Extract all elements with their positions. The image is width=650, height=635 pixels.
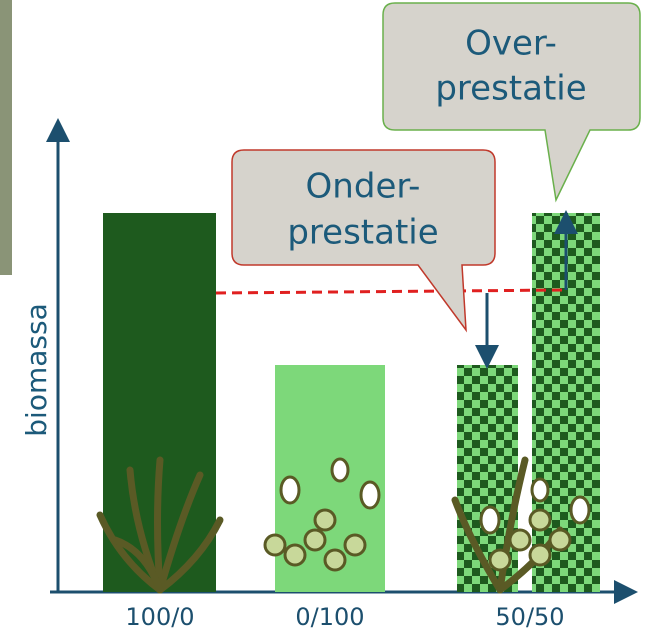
photo-strip	[0, 0, 12, 275]
callout-under	[231, 149, 496, 333]
category-label: 100/0	[125, 603, 194, 631]
category-label: 0/100	[295, 603, 364, 631]
callout-text: Over-	[465, 24, 557, 64]
expected-line	[215, 288, 567, 295]
callout-text: Onder-	[306, 167, 421, 207]
flower-plant	[263, 457, 591, 572]
callout-text: prestatie	[435, 69, 586, 109]
callout-text: prestatie	[287, 213, 438, 253]
callout-over	[382, 2, 641, 203]
y-axis-label: biomassa	[20, 303, 53, 436]
category-label: 50/50	[495, 603, 564, 631]
